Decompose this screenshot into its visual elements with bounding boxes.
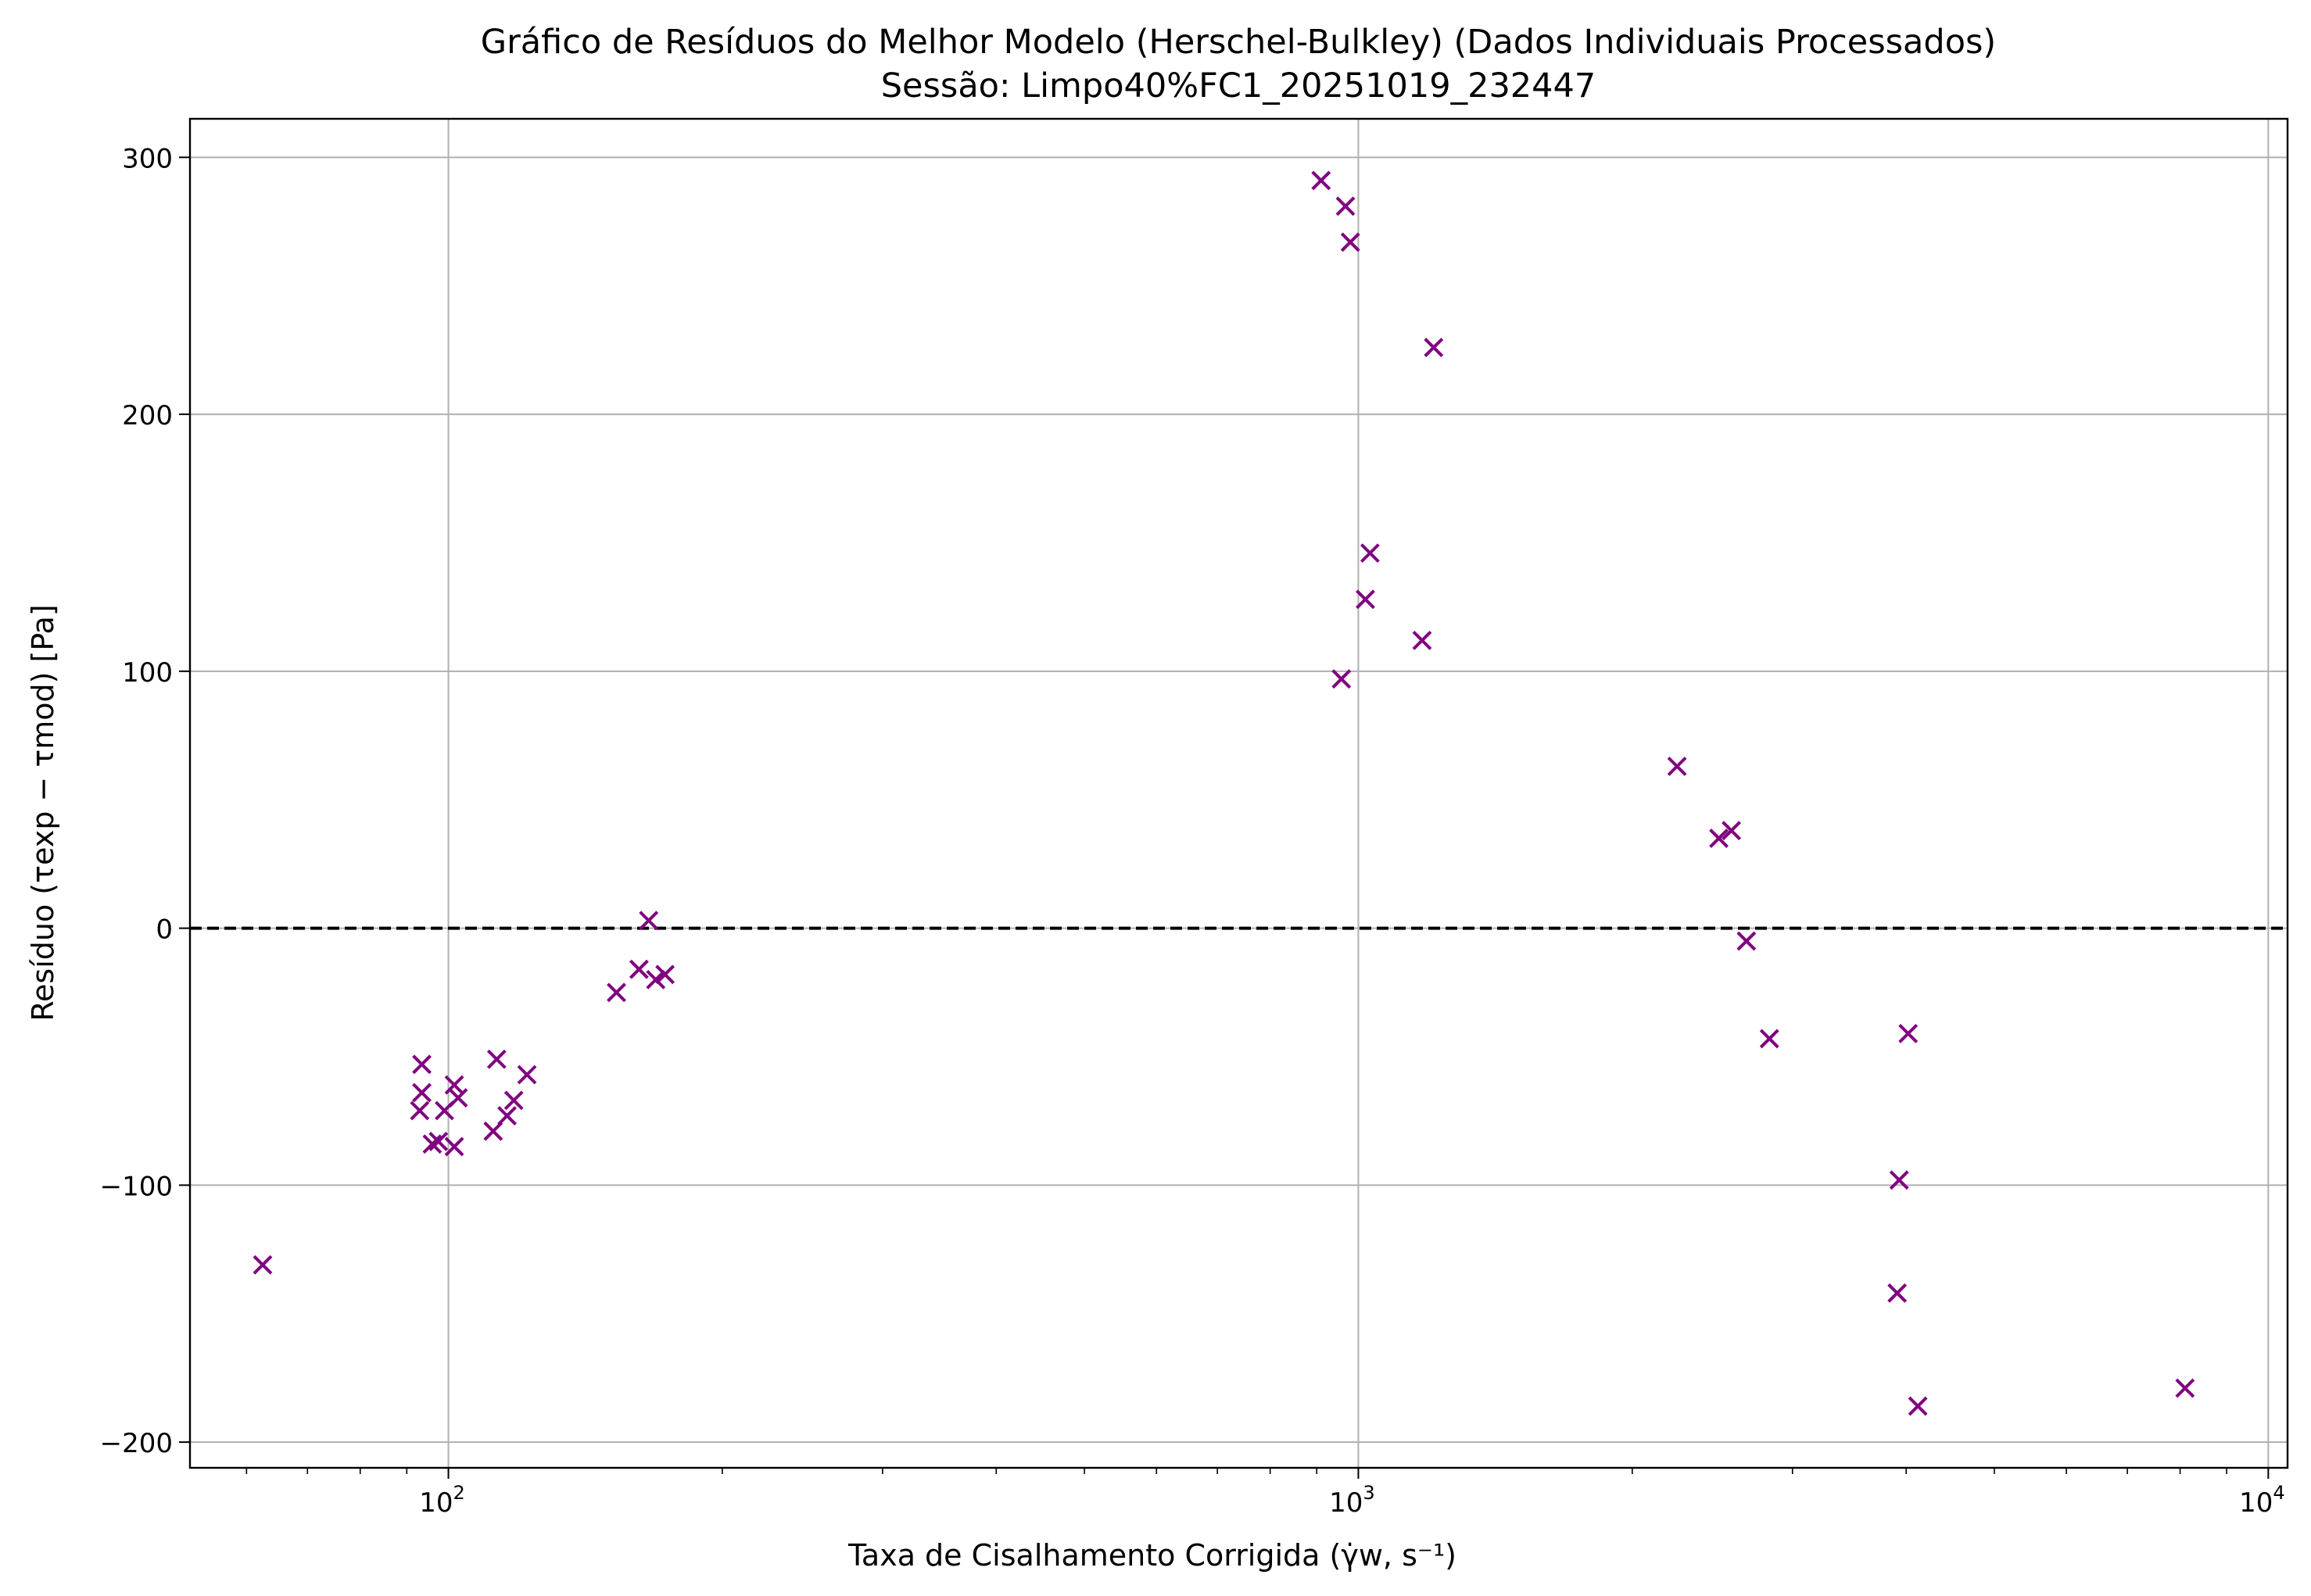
y-axis-label: Resíduo (τexp − τmod) [Pa] xyxy=(26,604,60,1021)
data-point-marker xyxy=(1412,630,1432,650)
marker-stroke xyxy=(646,969,666,989)
data-point-marker xyxy=(503,1090,524,1111)
marker-stroke xyxy=(1356,589,1375,610)
marker-stroke xyxy=(517,1065,537,1085)
marker-stroke xyxy=(1889,1170,1909,1190)
marker-stroke xyxy=(1311,170,1331,191)
data-point-marker xyxy=(1667,757,1687,776)
data-point-marker xyxy=(1360,543,1380,564)
marker-stroke xyxy=(1667,757,1687,776)
data-point-marker xyxy=(2175,1378,2195,1398)
data-point-marker xyxy=(607,982,626,1003)
data-point-marker xyxy=(1736,931,1757,951)
marker-stroke xyxy=(639,911,659,931)
data-point-marker xyxy=(629,959,649,979)
data-point-marker xyxy=(1889,1170,1909,1190)
y-tick-label: 0 xyxy=(156,914,173,946)
plot-frame xyxy=(188,117,2289,1469)
marker-stroke xyxy=(1709,828,1729,848)
data-point-marker xyxy=(1887,1283,1908,1303)
marker-stroke xyxy=(655,964,675,985)
data-point-marker xyxy=(1722,821,1741,841)
marker-stroke xyxy=(410,1100,430,1121)
data-point-marker xyxy=(497,1106,517,1126)
x-axis-ticks: 102 103 104 xyxy=(245,1468,2285,1519)
marker-stroke xyxy=(1424,338,1444,358)
y-axis-ticks: −200 −100 0 100 200 300 xyxy=(100,143,190,1459)
data-point-marker xyxy=(655,964,675,985)
data-point-marker xyxy=(1424,338,1444,358)
data-point-marker xyxy=(1908,1396,1928,1416)
y-tick-label: −100 xyxy=(100,1171,173,1202)
data-point-marker xyxy=(444,1136,464,1157)
data-point-marker xyxy=(483,1121,503,1141)
marker-stroke xyxy=(1412,630,1432,650)
marker-stroke xyxy=(253,1254,273,1275)
marker-stroke xyxy=(412,1082,432,1103)
marker-stroke xyxy=(629,959,649,979)
y-tick-label: 200 xyxy=(122,400,173,431)
data-point-marker xyxy=(410,1100,430,1121)
marker-stroke xyxy=(2175,1378,2195,1398)
marker-stroke xyxy=(1340,232,1360,252)
y-tick-label: −200 xyxy=(100,1428,173,1459)
data-points xyxy=(253,170,2195,1416)
data-point-marker xyxy=(422,1134,442,1154)
data-point-marker xyxy=(1898,1023,1919,1043)
y-tick-label: 100 xyxy=(122,657,173,689)
marker-stroke xyxy=(607,982,626,1003)
data-point-marker xyxy=(412,1054,432,1075)
data-point-marker xyxy=(639,911,659,931)
marker-stroke xyxy=(486,1049,507,1069)
data-point-marker xyxy=(517,1065,537,1085)
marker-stroke xyxy=(1736,931,1757,951)
marker-stroke xyxy=(483,1121,503,1141)
y-tick-label: 300 xyxy=(122,143,173,174)
data-point-marker xyxy=(1335,196,1356,216)
data-point-marker xyxy=(1356,589,1375,610)
data-point-marker xyxy=(486,1049,507,1069)
data-point-marker xyxy=(1709,828,1729,848)
marker-stroke xyxy=(444,1075,464,1095)
marker-stroke xyxy=(428,1132,449,1151)
marker-stroke xyxy=(1759,1029,1779,1049)
marker-stroke xyxy=(1898,1023,1919,1043)
marker-stroke xyxy=(444,1136,464,1157)
data-point-marker xyxy=(1759,1029,1779,1049)
marker-stroke xyxy=(422,1134,442,1154)
marker-stroke xyxy=(1360,543,1380,564)
data-point-marker xyxy=(444,1075,464,1095)
data-point-marker xyxy=(646,969,666,989)
data-point-marker xyxy=(1331,669,1352,689)
marker-stroke xyxy=(448,1088,468,1108)
marker-stroke xyxy=(503,1090,524,1111)
data-point-marker xyxy=(253,1254,273,1275)
marker-stroke xyxy=(412,1054,432,1075)
marker-stroke xyxy=(1887,1283,1908,1303)
data-point-marker xyxy=(1340,232,1360,252)
marker-stroke xyxy=(1722,821,1741,841)
data-point-marker xyxy=(1311,170,1331,191)
marker-stroke xyxy=(1331,669,1352,689)
data-point-marker xyxy=(428,1132,449,1151)
x-axis-label: Taxa de Cisalhamento Corrigida (γ̇w, s⁻¹… xyxy=(847,1538,1456,1573)
data-point-marker xyxy=(412,1082,432,1103)
chart-subtitle: Sessão: Limpo40%FC1_20251019_232447 xyxy=(881,66,1596,106)
data-point-marker xyxy=(448,1088,468,1108)
chart-title: Gráfico de Resíduos do Melhor Modelo (He… xyxy=(481,23,1996,62)
marker-stroke xyxy=(1335,196,1356,216)
marker-stroke xyxy=(1908,1396,1928,1416)
marker-stroke xyxy=(497,1106,517,1126)
